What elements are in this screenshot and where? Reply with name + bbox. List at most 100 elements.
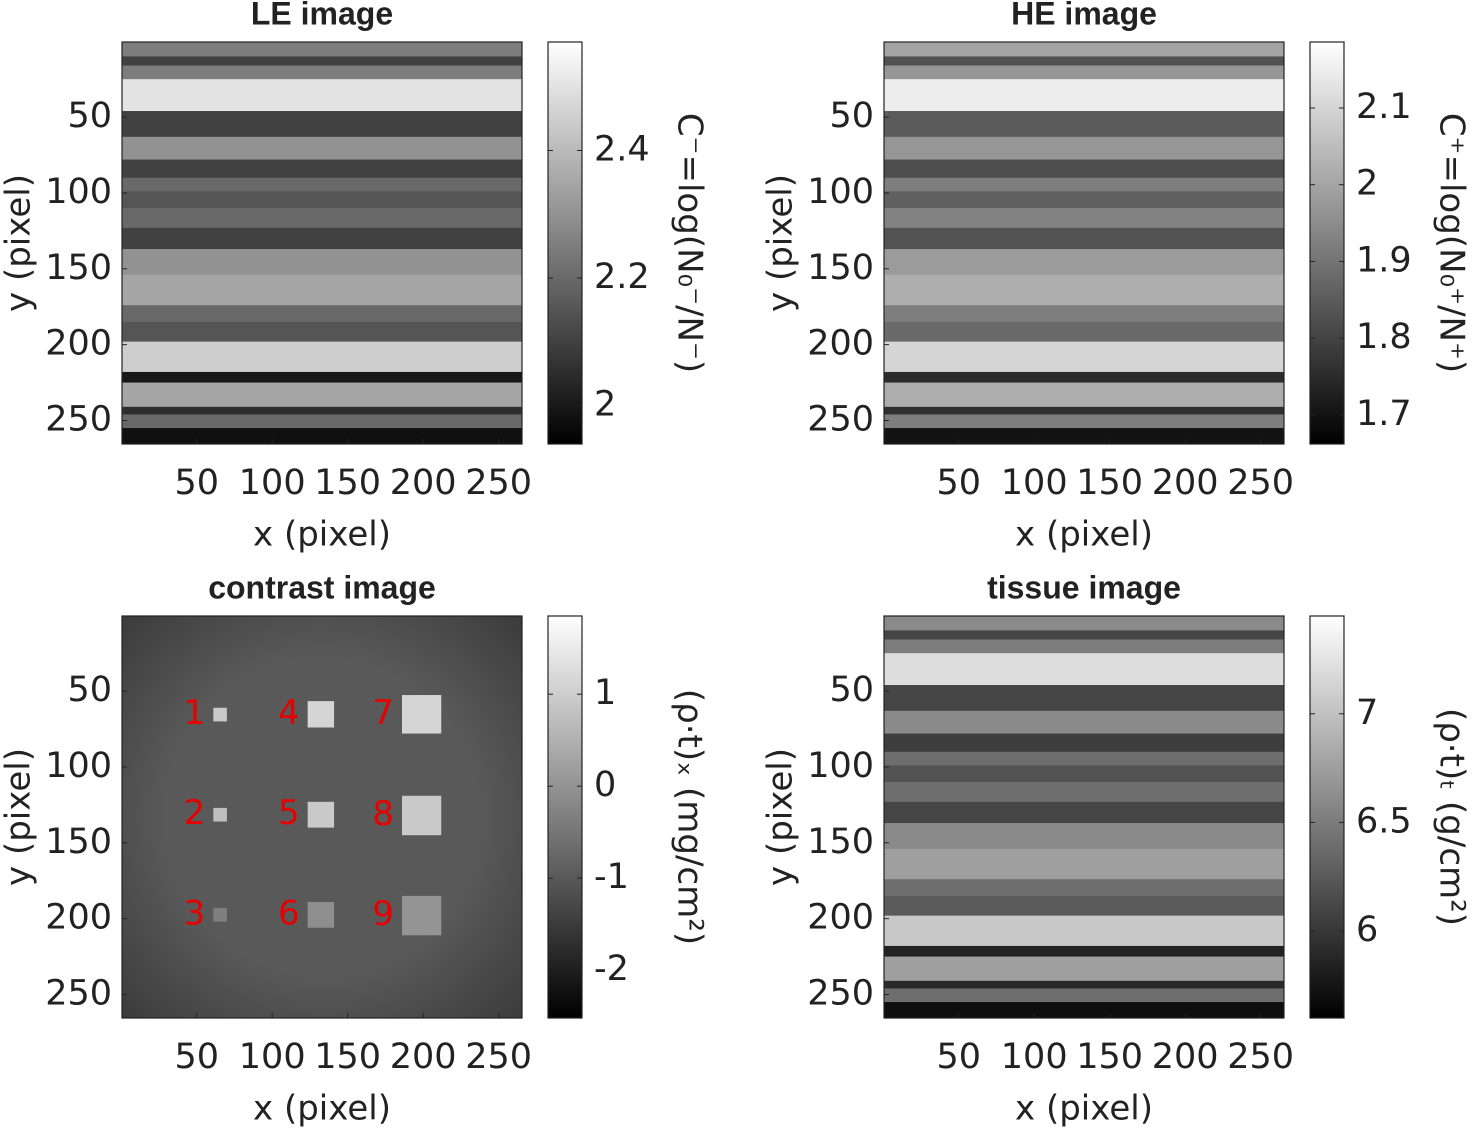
stripe xyxy=(884,765,1284,783)
y-axis-label: y (pixel) xyxy=(761,174,801,312)
insert xyxy=(213,908,227,922)
insert-label: 4 xyxy=(278,693,300,733)
x-axis-label: x (pixel) xyxy=(253,515,391,555)
stripe xyxy=(884,639,1284,654)
insert-label: 2 xyxy=(184,793,206,833)
stripe xyxy=(122,321,522,343)
stripe xyxy=(884,274,1284,306)
x-tick-label: 100 xyxy=(1001,463,1068,503)
stripe xyxy=(884,1002,1284,1018)
insert xyxy=(307,801,335,828)
x-tick-label: 250 xyxy=(1227,463,1294,503)
stripe xyxy=(122,136,522,161)
y-tick-label: 200 xyxy=(45,324,112,364)
x-tick-label: 50 xyxy=(174,1037,219,1077)
stripe xyxy=(884,191,1284,209)
stripe xyxy=(884,208,1284,229)
y-tick-label: 50 xyxy=(829,670,874,710)
stripe xyxy=(884,956,1284,982)
insert-label: 6 xyxy=(278,893,300,933)
stripe xyxy=(884,428,1284,444)
y-tick-label: 50 xyxy=(829,96,874,136)
x-tick-label: 200 xyxy=(390,463,457,503)
colorbar-tick-label: 2 xyxy=(1356,164,1378,204)
insert-label: 1 xyxy=(184,693,206,733)
x-tick-label: 100 xyxy=(1001,1037,1068,1077)
insert xyxy=(402,695,442,734)
stripe xyxy=(122,406,522,415)
stripe xyxy=(884,980,1284,989)
x-axis-label: x (pixel) xyxy=(1015,1089,1153,1129)
stripe xyxy=(884,321,1284,343)
y-tick-label: 250 xyxy=(45,399,112,439)
y-tick-label: 50 xyxy=(67,670,112,710)
stripe xyxy=(884,42,1284,57)
y-tick-label: 250 xyxy=(807,399,874,439)
y-tick-label: 100 xyxy=(807,172,874,212)
chart-title: LE image xyxy=(251,0,393,31)
axes-frame xyxy=(121,615,523,1019)
stripe xyxy=(884,945,1284,958)
stripe xyxy=(884,848,1284,880)
insert xyxy=(213,807,227,822)
x-tick-label: 250 xyxy=(465,463,532,503)
stripe xyxy=(884,414,1284,429)
stripe xyxy=(884,653,1284,686)
stripe xyxy=(884,305,1284,323)
colorbar-tick-label: 2 xyxy=(594,385,616,425)
x-axis-label: x (pixel) xyxy=(1015,515,1153,555)
stripe xyxy=(884,630,1284,641)
stripe xyxy=(884,915,1284,947)
y-axis-label: y (pixel) xyxy=(761,748,801,886)
stripe xyxy=(122,56,522,67)
insert-label: 5 xyxy=(278,793,300,833)
chart-title: HE image xyxy=(1011,0,1157,31)
x-tick-label: 250 xyxy=(1227,1037,1294,1077)
stripe xyxy=(884,227,1284,250)
stripe xyxy=(884,111,1284,138)
stripe xyxy=(884,382,1284,408)
stripe xyxy=(884,177,1284,192)
colorbar xyxy=(547,41,583,445)
stripe xyxy=(122,65,522,80)
colorbar-label: (ρ·t)ₓ (mg/cm²) xyxy=(670,689,710,945)
colorbar-label: C⁻=log(N₀⁻/N⁻) xyxy=(670,113,710,373)
image xyxy=(884,616,1284,1018)
colorbar-tick-label: 1.8 xyxy=(1356,317,1412,357)
colorbar xyxy=(1309,615,1345,1019)
stripe xyxy=(884,801,1284,824)
insert xyxy=(307,901,335,928)
stripe xyxy=(884,879,1284,897)
y-tick-label: 50 xyxy=(67,96,112,136)
stripe xyxy=(122,305,522,323)
stripe xyxy=(122,371,522,384)
colorbar-tick-label: 7 xyxy=(1356,693,1378,733)
colorbar-tick-label: -2 xyxy=(594,949,629,989)
stripe xyxy=(122,79,522,112)
stripe xyxy=(884,159,1284,179)
stripe xyxy=(122,428,522,444)
stripe xyxy=(122,414,522,429)
stripe xyxy=(884,895,1284,917)
colorbar-tick-label: 1.9 xyxy=(1356,240,1412,280)
insert-label: 3 xyxy=(184,893,206,933)
x-axis-label: x (pixel) xyxy=(253,1089,391,1129)
stripe xyxy=(884,371,1284,384)
stripe xyxy=(122,208,522,229)
stripe xyxy=(122,341,522,373)
y-axis-label: y (pixel) xyxy=(0,748,39,886)
stripe xyxy=(122,249,522,276)
x-tick-label: 250 xyxy=(465,1037,532,1077)
y-axis-label: y (pixel) xyxy=(0,174,39,312)
chart-title: tissue image xyxy=(987,569,1181,605)
colorbar-label: C⁺=log(N₀⁺/N⁺) xyxy=(1432,113,1472,373)
x-tick-label: 50 xyxy=(174,463,219,503)
y-tick-label: 250 xyxy=(45,973,112,1013)
stripe xyxy=(884,616,1284,631)
stripe xyxy=(122,177,522,192)
insert xyxy=(213,707,227,722)
